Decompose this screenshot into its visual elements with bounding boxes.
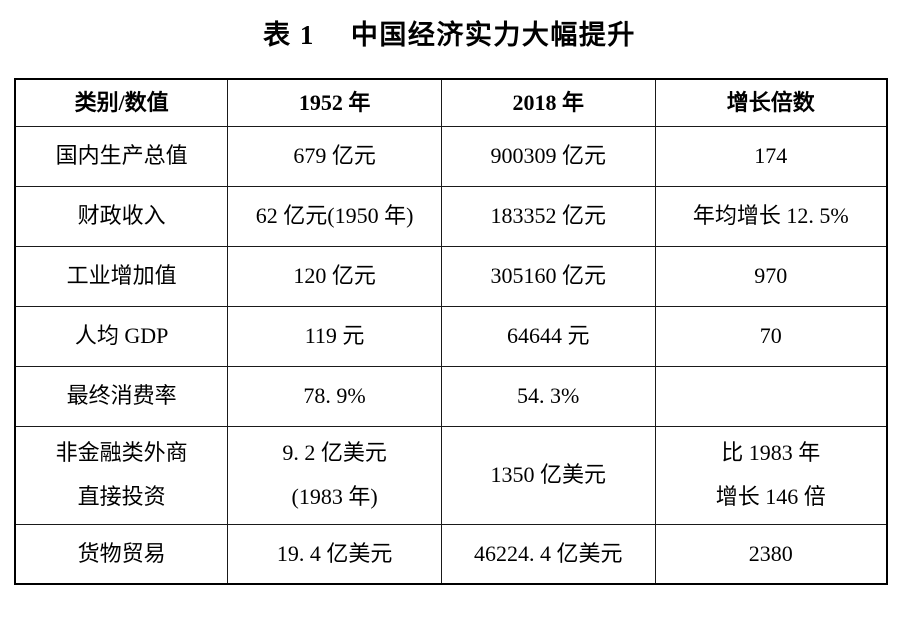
table-cell: 900309 亿元 [440,125,656,187]
economic-data-table: 类别/数值 1952 年 2018 年 增长倍数 国内生产总值 679 亿元 9… [14,78,888,585]
table-cell: 679 亿元 [227,125,442,187]
table-caption: 表 1 中国经济实力大幅提升 [0,13,899,52]
page-title: 中国经济实力大幅提升 [350,20,636,50]
table-cell: 比 1983 年 增长 146 倍 [654,425,888,525]
table-row-fiscal-revenue: 财政收入 62 亿元(1950 年) 183352 亿元 年均增长 12. 5% [14,185,888,247]
table-cell: 最终消费率 [14,365,229,427]
table-cell [654,365,888,427]
table-cell: 119 元 [227,305,442,367]
table-cell: 国内生产总值 [14,125,229,187]
table-row-per-capita-gdp: 人均 GDP 119 元 64644 元 70 [14,305,888,367]
table-cell: 非金融类外商 直接投资 [14,425,229,525]
table-cell: 年均增长 12. 5% [654,185,888,247]
column-header-2018: 2018 年 [440,78,656,127]
table-row-final-consumption-rate: 最终消费率 78. 9% 54. 3% [14,365,888,427]
table-cell: 54. 3% [440,365,656,427]
table-row-industrial-added-value: 工业增加值 120 亿元 305160 亿元 970 [14,245,888,307]
table-cell: 120 亿元 [227,245,442,307]
column-header-1952: 1952 年 [227,78,442,127]
table-row-gdp: 国内生产总值 679 亿元 900309 亿元 174 [14,125,888,187]
table-cell: 货物贸易 [14,523,229,585]
table-number-label: 表 1 [263,20,315,50]
table-cell: 78. 9% [227,365,442,427]
table-cell: 9. 2 亿美元 (1983 年) [227,425,442,525]
column-header-category: 类别/数值 [14,78,229,127]
table-cell: 1350 亿美元 [440,425,656,525]
table-cell: 62 亿元(1950 年) [227,185,442,247]
table-cell: 19. 4 亿美元 [227,523,442,585]
table-cell: 174 [654,125,888,187]
table-row-non-financial-fdi: 非金融类外商 直接投资 9. 2 亿美元 (1983 年) 1350 亿美元 比… [14,425,888,525]
table-cell: 64644 元 [440,305,656,367]
table-cell: 305160 亿元 [440,245,656,307]
table-cell: 人均 GDP [14,305,229,367]
table-cell: 183352 亿元 [440,185,656,247]
header-row: 类别/数值 1952 年 2018 年 增长倍数 [14,78,888,127]
table-row-goods-trade: 货物贸易 19. 4 亿美元 46224. 4 亿美元 2380 [14,523,888,585]
column-header-growth: 增长倍数 [654,78,888,127]
table-cell: 工业增加值 [14,245,229,307]
table-cell: 2380 [654,523,888,585]
table-cell: 46224. 4 亿美元 [440,523,656,585]
table-cell: 970 [654,245,888,307]
table-cell: 财政收入 [14,185,229,247]
table-cell: 70 [654,305,888,367]
